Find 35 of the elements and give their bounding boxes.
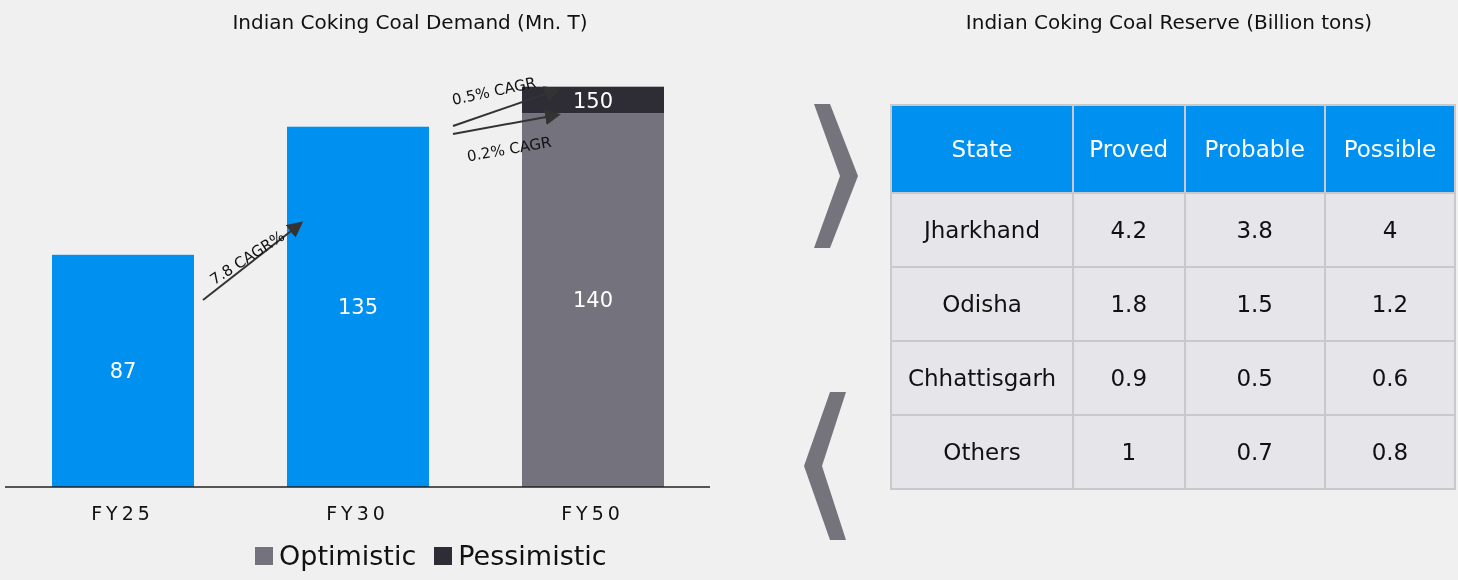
x-tick-label: Possible [1324,105,1455,193]
legend-label: Optimistic [279,540,417,571]
data-label: 140 [572,288,614,313]
x-tick-label: FY25 [91,502,154,525]
data-label: 1.8 [1073,267,1185,341]
data-label: 0.5 [1184,341,1325,415]
annotation: 0.2% CAGR [465,132,553,166]
y-tick-label: Chhattisgarh [891,341,1073,415]
y-tick-label: Others [891,415,1073,489]
data-label: 0.7 [1184,415,1325,489]
data-label: 4 [1324,193,1455,267]
y-tick-label: Jharkhand [891,193,1073,267]
x-tick-label: FY30 [326,502,389,525]
chart-title: Indian Coking Coal Reserve (Billion tons) [964,10,1374,34]
y-axis-title: State [891,105,1073,193]
data-label: 0.8 [1324,415,1455,489]
chart-title: Indian Coking Coal Demand (Mn. T) [231,10,589,34]
bar [287,126,429,487]
annotation: 0.5% CAGR [450,73,538,109]
data-label: 0.6 [1324,341,1455,415]
x-tick-label: Probable [1184,105,1325,193]
data-label: 87 [109,358,137,383]
bar [52,254,194,487]
data-label: 135 [337,294,379,319]
data-label: 4.2 [1073,193,1185,267]
data-label: 1.2 [1324,267,1455,341]
x-tick-label: FY50 [561,502,624,525]
data-label: 0.9 [1073,341,1185,415]
data-label: 1.5 [1184,267,1325,341]
data-label: 1 [1073,415,1185,489]
total-label: 150 [572,89,614,114]
y-tick-label: Odisha [891,267,1073,341]
x-tick-label: Proved [1073,105,1185,193]
data-label: 3.8 [1184,193,1325,267]
legend-label: Pessimistic [458,540,607,571]
